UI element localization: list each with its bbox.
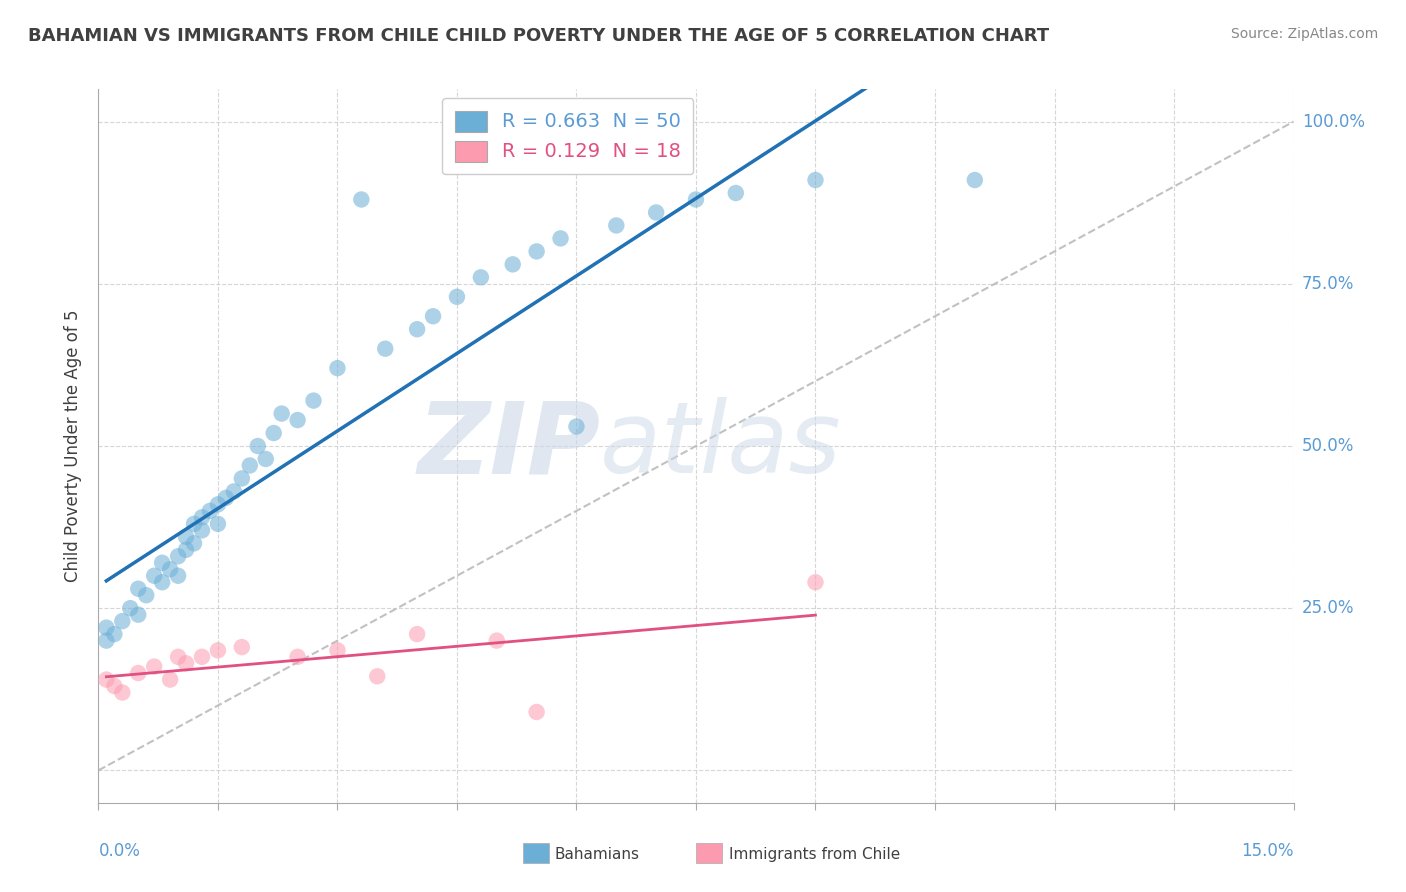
Point xyxy=(287,649,309,664)
Text: ZIP: ZIP xyxy=(418,398,600,494)
Point xyxy=(406,627,429,641)
Point xyxy=(167,649,190,664)
Point xyxy=(143,568,166,582)
Point xyxy=(207,643,229,657)
Text: Source: ZipAtlas.com: Source: ZipAtlas.com xyxy=(1230,27,1378,41)
Point xyxy=(565,419,588,434)
Point xyxy=(159,673,181,687)
Text: BAHAMIAN VS IMMIGRANTS FROM CHILE CHILD POVERTY UNDER THE AGE OF 5 CORRELATION C: BAHAMIAN VS IMMIGRANTS FROM CHILE CHILD … xyxy=(28,27,1049,45)
Text: 75.0%: 75.0% xyxy=(1302,275,1354,293)
Point xyxy=(159,562,181,576)
Point xyxy=(526,705,548,719)
Point xyxy=(103,627,125,641)
Text: Immigrants from Chile: Immigrants from Chile xyxy=(730,847,901,862)
Point xyxy=(207,516,229,531)
Text: Bahamians: Bahamians xyxy=(555,847,640,862)
Point xyxy=(174,530,197,544)
FancyBboxPatch shape xyxy=(523,844,548,863)
Point xyxy=(111,685,134,699)
Point xyxy=(191,510,214,524)
Point xyxy=(127,666,149,681)
Point xyxy=(302,393,325,408)
Point xyxy=(222,484,245,499)
Point xyxy=(422,310,444,324)
Point xyxy=(239,458,262,473)
Point xyxy=(246,439,269,453)
Point xyxy=(724,186,747,200)
Point xyxy=(326,643,349,657)
Point xyxy=(150,556,173,570)
Point xyxy=(143,659,166,673)
Point xyxy=(605,219,627,233)
Text: 100.0%: 100.0% xyxy=(1302,112,1365,130)
Text: 15.0%: 15.0% xyxy=(1241,842,1294,860)
Point xyxy=(207,497,229,511)
Point xyxy=(111,614,134,628)
Point xyxy=(96,621,118,635)
Point xyxy=(191,649,214,664)
Y-axis label: Child Poverty Under the Age of 5: Child Poverty Under the Age of 5 xyxy=(65,310,83,582)
Point xyxy=(270,407,292,421)
Point xyxy=(198,504,221,518)
Point xyxy=(485,633,508,648)
Point xyxy=(645,205,668,219)
Point xyxy=(263,425,285,440)
Point xyxy=(350,193,373,207)
Point xyxy=(406,322,429,336)
Point xyxy=(135,588,157,602)
Point xyxy=(231,640,253,654)
Point xyxy=(326,361,349,376)
Point xyxy=(366,669,388,683)
Point xyxy=(167,568,190,582)
Point xyxy=(287,413,309,427)
Point xyxy=(191,524,214,538)
Point xyxy=(127,607,149,622)
FancyBboxPatch shape xyxy=(696,844,723,863)
Legend: R = 0.663  N = 50, R = 0.129  N = 18: R = 0.663 N = 50, R = 0.129 N = 18 xyxy=(441,98,693,174)
Point xyxy=(174,657,197,671)
Point xyxy=(174,542,197,557)
Point xyxy=(685,193,707,207)
Text: 0.0%: 0.0% xyxy=(98,842,141,860)
Point xyxy=(96,673,118,687)
Point xyxy=(120,601,142,615)
Text: 25.0%: 25.0% xyxy=(1302,599,1354,617)
Point xyxy=(502,257,524,271)
Point xyxy=(127,582,149,596)
Point xyxy=(183,536,205,550)
Point xyxy=(446,290,468,304)
Point xyxy=(550,231,572,245)
Point xyxy=(374,342,396,356)
Point xyxy=(804,575,827,590)
Point xyxy=(804,173,827,187)
Point xyxy=(231,471,253,485)
Point xyxy=(150,575,173,590)
Point xyxy=(103,679,125,693)
Point xyxy=(526,244,548,259)
Point xyxy=(215,491,238,505)
Point xyxy=(963,173,986,187)
Point xyxy=(96,633,118,648)
Text: atlas: atlas xyxy=(600,398,842,494)
Text: 50.0%: 50.0% xyxy=(1302,437,1354,455)
Point xyxy=(167,549,190,564)
Point xyxy=(470,270,492,285)
Point xyxy=(254,452,277,467)
Point xyxy=(183,516,205,531)
